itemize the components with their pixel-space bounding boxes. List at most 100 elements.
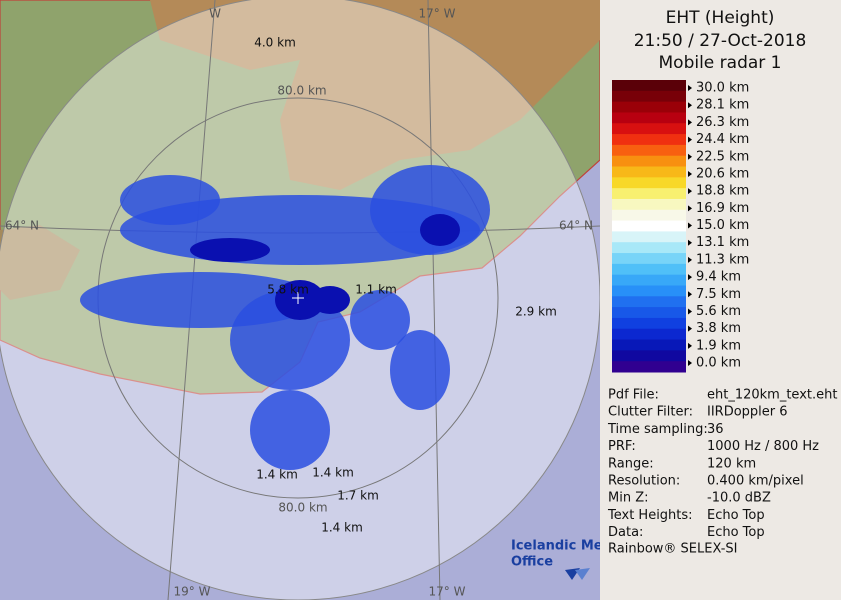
scale-step — [612, 361, 686, 373]
footer: Rainbow® SELEX-SI — [608, 542, 738, 557]
scale-label: 24.4 km — [696, 132, 749, 147]
info-value: 1000 Hz / 800 Hz — [707, 439, 819, 454]
scale-tick — [688, 188, 692, 195]
scale-step — [612, 144, 686, 157]
scale-tick — [688, 85, 692, 91]
scale-step — [612, 101, 686, 113]
scale-step — [612, 134, 686, 146]
info-value: 36 — [707, 422, 724, 437]
scale-tick — [688, 119, 692, 126]
scale-step — [612, 166, 686, 178]
map-label: 4.0 km — [254, 36, 296, 50]
scale-tick — [688, 136, 692, 143]
scale-step — [612, 296, 686, 308]
scale-label: 26.3 km — [696, 115, 749, 130]
scale-step — [612, 307, 686, 319]
scale-step — [612, 231, 686, 243]
scale-tick — [688, 239, 692, 246]
info-label: Min Z: — [608, 491, 649, 506]
title: EHT (Height) — [666, 8, 775, 28]
info-label: Resolution: — [608, 474, 680, 489]
info-value: 120 km — [707, 456, 756, 471]
map-label: 17° W — [419, 7, 456, 21]
scale-tick — [688, 153, 692, 160]
scale-label: 5.6 km — [696, 304, 741, 319]
scale-label: 7.5 km — [696, 287, 741, 302]
info-label: Pdf File: — [608, 388, 659, 403]
info-value: -10.0 dBZ — [707, 491, 771, 506]
map-label: 1.1 km — [355, 283, 397, 297]
scale-tick — [688, 102, 692, 109]
scale-label: 22.5 km — [696, 149, 749, 164]
scale-label: 16.9 km — [696, 201, 749, 216]
scale-step — [612, 242, 686, 254]
scale-label: 15.0 km — [696, 218, 749, 233]
scale-step — [612, 263, 686, 276]
info-label: Text Heights: — [607, 508, 693, 523]
map-label: W — [209, 7, 221, 21]
scale-step — [612, 177, 686, 189]
scale-label: 28.1 km — [696, 98, 749, 113]
scale-step — [612, 339, 686, 351]
map-label: 19° W — [174, 585, 211, 599]
scale-step — [612, 198, 686, 211]
info-value: Echo Top — [707, 525, 765, 540]
info-value: IIRDoppler 6 — [707, 405, 788, 420]
info-label: Clutter Filter: — [608, 405, 693, 420]
scale-label: 11.3 km — [696, 252, 749, 267]
logo-text: Icelandic Met — [511, 539, 609, 554]
map-label: 80.0 km — [277, 84, 326, 98]
scale-label: 3.8 km — [696, 321, 741, 336]
scale-step — [612, 274, 686, 286]
info-label: Data: — [608, 525, 643, 540]
scale-tick — [688, 291, 692, 298]
info-label: Time sampling: — [607, 422, 708, 437]
echo-cores — [190, 214, 460, 320]
logo-text: Office — [511, 555, 553, 570]
info-label: PRF: — [608, 439, 636, 454]
scale-step — [612, 155, 686, 168]
map-label: 80.0 km — [278, 501, 327, 515]
map-label: 64° N — [5, 219, 39, 233]
map-label: 5.8 km — [267, 283, 309, 297]
scale-step — [612, 188, 686, 200]
scale-step — [612, 285, 686, 297]
scale-tick — [688, 325, 692, 332]
scale-tick — [688, 205, 692, 212]
map-label: 2.9 km — [515, 305, 557, 319]
info-value: Echo Top — [707, 508, 765, 523]
scale-step — [612, 220, 686, 232]
scale-label: 20.6 km — [696, 166, 749, 181]
info-value: eht_120km_text.eht — [707, 388, 837, 403]
map-label: 1.4 km — [312, 466, 354, 480]
color-scale: 30.0 km 28.1 km 26.3 km 24.4 km 22.5 km 20.6 … — [612, 80, 749, 373]
scale-tick — [688, 360, 692, 366]
scale-label: 18.8 km — [696, 184, 749, 199]
time: 21:50 / 27-Oct-2018 — [634, 31, 807, 51]
map-label: 17° W — [429, 585, 466, 599]
scale-tick — [688, 308, 692, 315]
scale-step — [612, 209, 686, 222]
map-label: 1.7 km — [337, 489, 379, 503]
scale-step — [612, 253, 686, 265]
scale-step — [612, 90, 686, 103]
scale-tick — [688, 274, 692, 281]
scale-tick — [688, 222, 692, 229]
scale-label: 9.4 km — [696, 270, 741, 285]
map-label: 1.4 km — [321, 521, 363, 535]
map-label: 1.4 km — [256, 468, 298, 482]
scale-step — [612, 317, 686, 330]
scale-tick — [688, 342, 692, 349]
scale-step — [612, 350, 686, 362]
scale-tick — [688, 256, 692, 263]
scale-label: 13.1 km — [696, 235, 749, 250]
info-value: 0.400 km/pixel — [707, 474, 804, 489]
scale-label: 30.0 km — [696, 81, 749, 96]
scale-label: 0.0 km — [696, 356, 741, 371]
echoes — [80, 165, 490, 470]
radar-name: Mobile radar 1 — [659, 53, 782, 73]
scale-step — [612, 123, 686, 135]
